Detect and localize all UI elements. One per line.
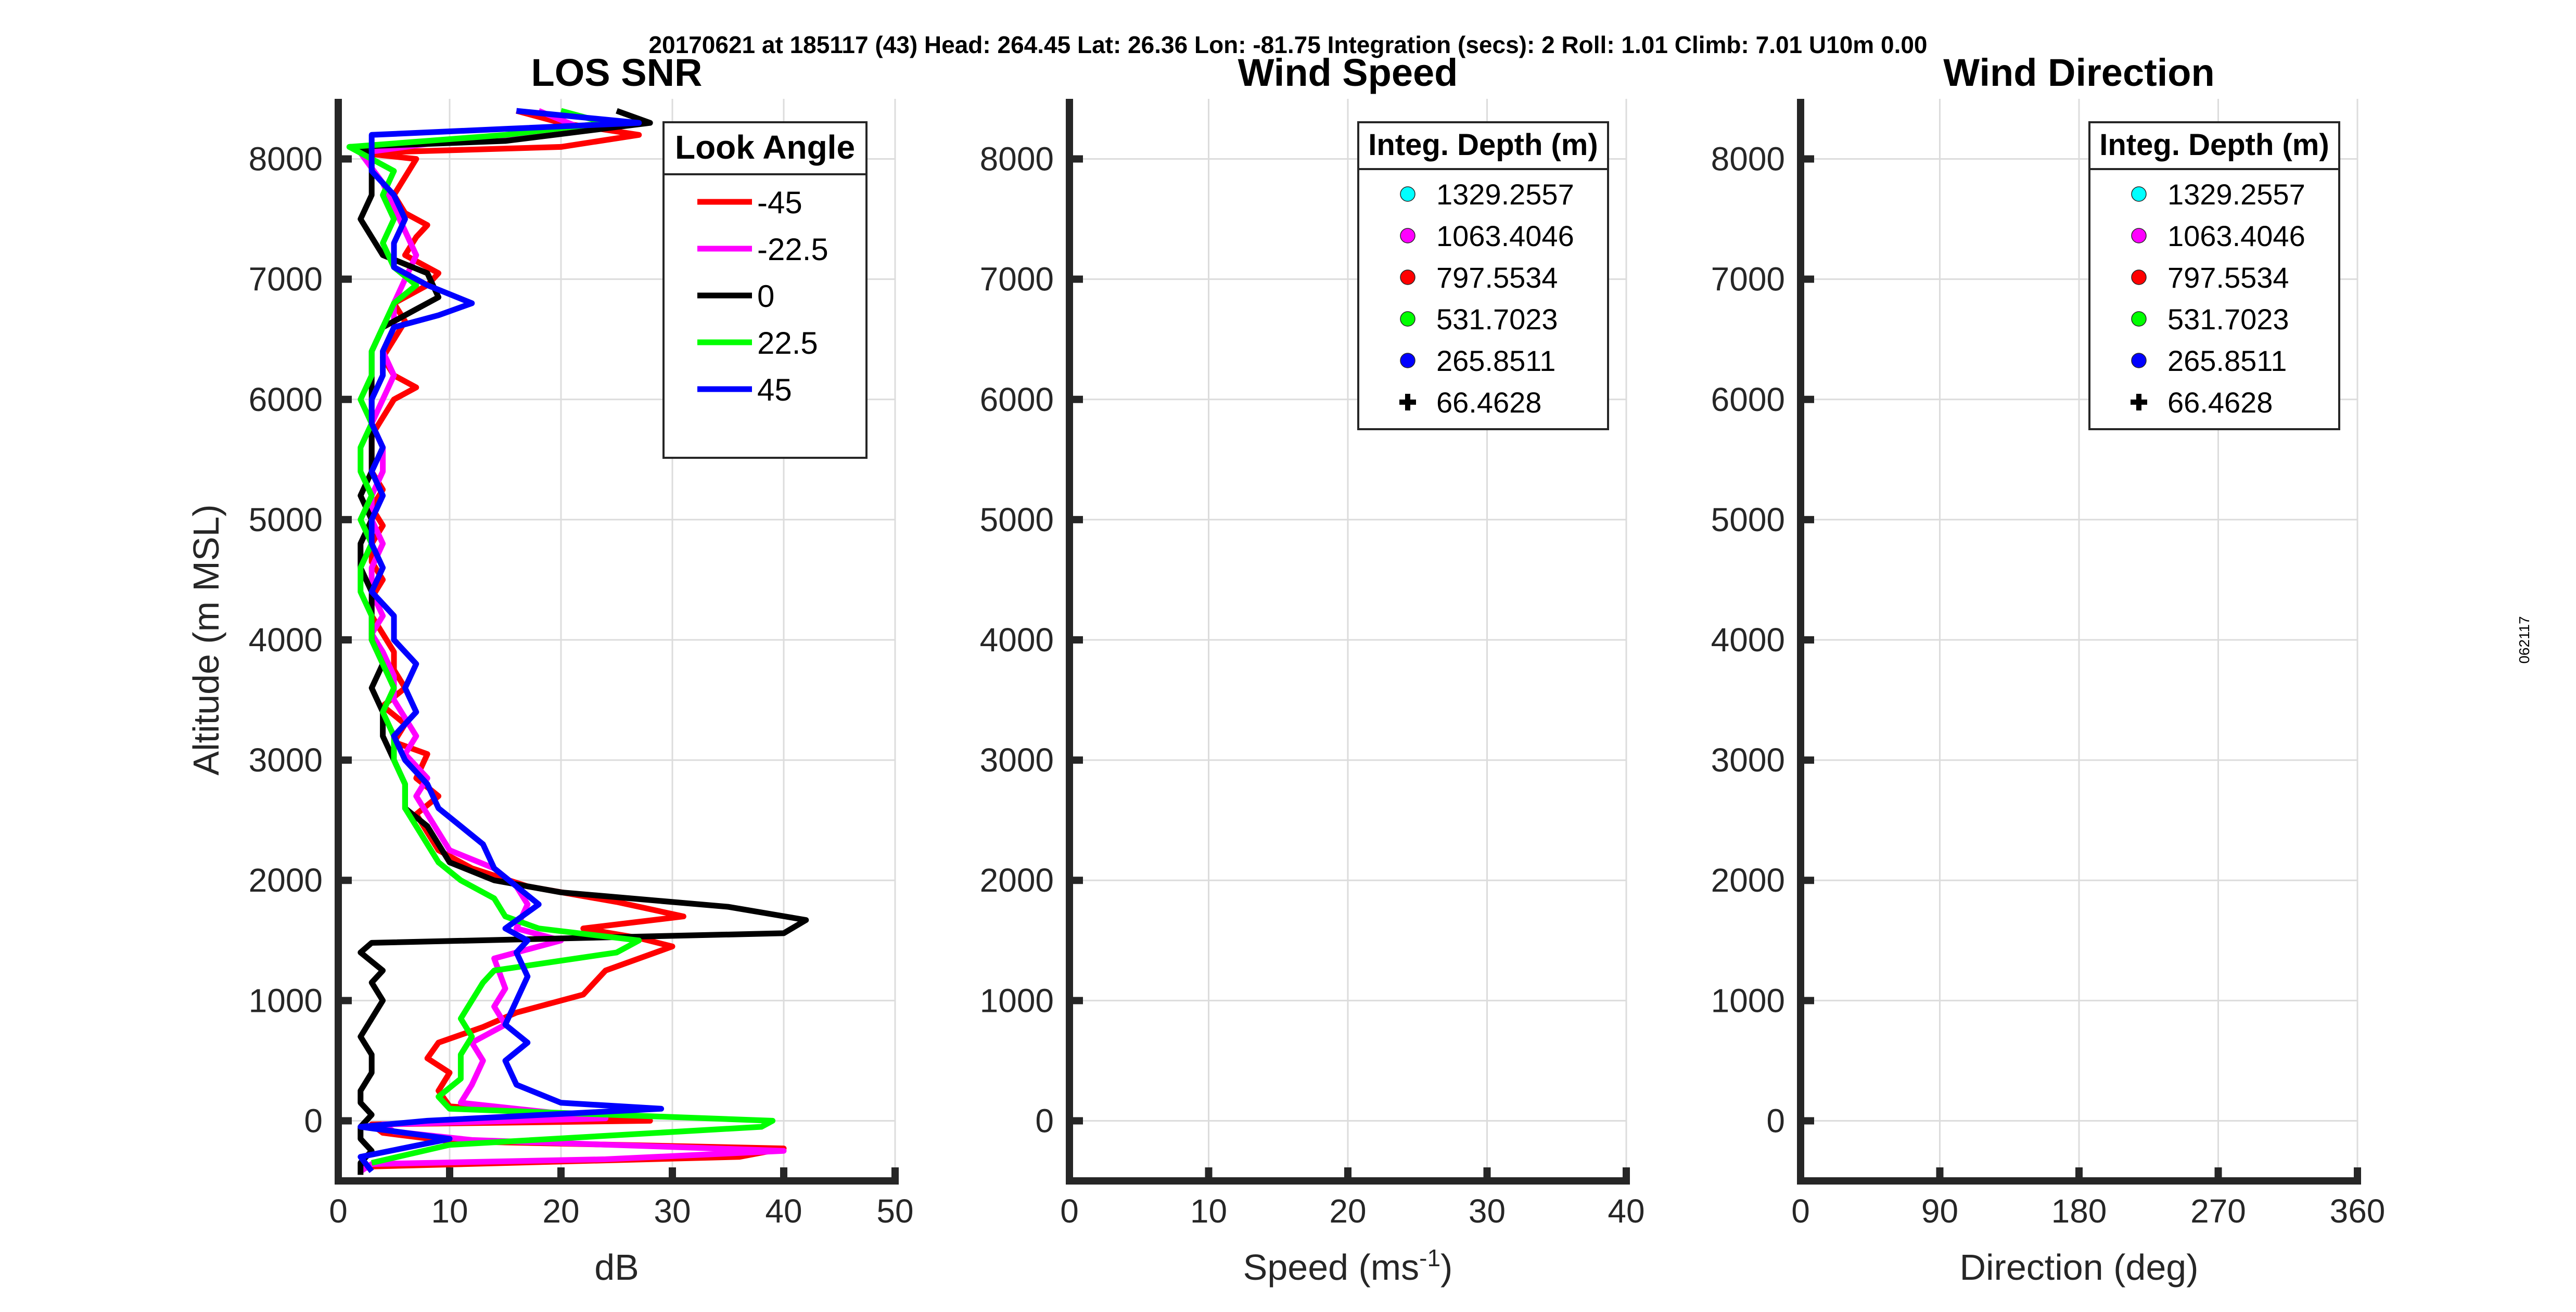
panel-0: 0 10 20 30 40 50 0 1000 2000 3000 4000 5000 6000 7000… xyxy=(186,51,914,1288)
legend-title: Integ. Depth (m) xyxy=(1368,128,1598,162)
legend-title: Look Angle xyxy=(675,128,855,166)
x-tick-label: 40 xyxy=(765,1192,802,1230)
y-axis-label: Altitude (m MSL) xyxy=(186,504,226,775)
series-line-45 xyxy=(358,108,665,1173)
panel-title: Wind Speed xyxy=(1238,51,1458,94)
legend-title: Integ. Depth (m) xyxy=(2099,128,2329,162)
x-tick-label: 20 xyxy=(1329,1192,1366,1230)
x-axis-label-superscript: -1 xyxy=(1419,1244,1440,1271)
y-tick-label: 3000 xyxy=(980,741,1054,779)
legend-entry-label: 1329.2557 xyxy=(1436,178,1574,211)
legend-box xyxy=(662,121,868,459)
legend-entry-label: 797.5534 xyxy=(1436,261,1558,294)
x-tick-label: 10 xyxy=(1190,1192,1227,1230)
legend-marker-1063.4046 xyxy=(2131,228,2147,243)
x-tick-label: 40 xyxy=(1608,1192,1644,1230)
y-tick-label: 2000 xyxy=(980,861,1054,899)
legend-entry-label: 66.4628 xyxy=(2167,386,2273,419)
legend-entry-label: 45 xyxy=(757,372,792,407)
x-tick-label: 30 xyxy=(1469,1192,1506,1230)
x-axis-label: Speed (ms-1) xyxy=(1243,1244,1453,1288)
legend-entry-label: 265.8511 xyxy=(1436,344,1555,377)
legend-entry-label: -45 xyxy=(757,185,802,220)
y-tick-label: 4000 xyxy=(249,621,323,659)
legend-entry-label: 1063.4046 xyxy=(1436,220,1574,252)
y-tick-label: 0 xyxy=(1766,1102,1785,1139)
legend-entry-label: 531.7023 xyxy=(1436,303,1558,336)
legend-entry-label: 1329.2557 xyxy=(2167,178,2305,211)
y-tick-label: 8000 xyxy=(1711,140,1785,178)
legend-entry-label: 265.8511 xyxy=(2167,344,2287,377)
y-tick-label: 8000 xyxy=(249,140,323,178)
legend-entry-label: 0 xyxy=(757,279,774,314)
series-group xyxy=(346,108,809,1175)
series-line--45 xyxy=(358,108,787,1172)
legend: Look Angle -45 -22.5 0 22.5 45 xyxy=(662,121,868,459)
y-tick-label: 7000 xyxy=(249,261,323,298)
legend: Integ. Depth (m) 1329.2557 1063.4046 797.55… xyxy=(1357,121,1609,430)
legend-box xyxy=(2088,121,2340,430)
y-tick-label: 1000 xyxy=(1711,982,1785,1019)
legend: Integ. Depth (m) 1329.2557 1063.4046 797.55… xyxy=(2088,121,2340,430)
y-tick-label: 1000 xyxy=(249,982,323,1019)
legend-marker-265.8511 xyxy=(2131,353,2147,368)
legend-entry-label: -22.5 xyxy=(757,232,828,267)
y-tick-label: 4000 xyxy=(1711,621,1785,659)
y-tick-label: 0 xyxy=(1035,1102,1054,1139)
x-tick-label: 20 xyxy=(542,1192,579,1230)
x-tick-label: 50 xyxy=(876,1192,913,1230)
x-tick-label: 90 xyxy=(1921,1192,1958,1230)
y-tick-label: 2000 xyxy=(1711,861,1785,899)
legend-entry-label: 66.4628 xyxy=(1436,386,1541,419)
x-axis-label: dB xyxy=(594,1247,639,1288)
legend-marker-1063.4046 xyxy=(1400,228,1415,243)
y-tick-label: 0 xyxy=(304,1102,323,1139)
panel-title: LOS SNR xyxy=(531,51,703,94)
panel-1: 0 10 20 30 40 0 1000 2000 3000 4000 5000 6000 7000 80… xyxy=(980,51,1645,1288)
y-tick-label: 3000 xyxy=(1711,741,1785,779)
legend-entry-label: 22.5 xyxy=(757,326,818,361)
panel-title: Wind Direction xyxy=(1943,51,2214,94)
x-tick-label: 30 xyxy=(654,1192,691,1230)
legend-marker-797.5534 xyxy=(2131,269,2147,285)
legend-entry-label: 1063.4046 xyxy=(2167,220,2305,252)
panels: 0 10 20 30 40 5001000200030004000500060007000… xyxy=(186,51,2385,1288)
legend-marker-1329.2557 xyxy=(2131,186,2147,202)
legend-marker-531.7023 xyxy=(1400,311,1415,327)
legend-marker-797.5534 xyxy=(1400,269,1415,285)
legend-marker-265.8511 xyxy=(1400,353,1415,368)
x-tick-label: 180 xyxy=(2051,1192,2107,1230)
legend-entry-label: 797.5534 xyxy=(2167,261,2289,294)
x-tick-label: 0 xyxy=(1060,1192,1079,1230)
x-tick-label: 270 xyxy=(2190,1192,2246,1230)
y-tick-label: 2000 xyxy=(249,861,323,899)
x-tick-label: 0 xyxy=(329,1192,348,1230)
y-tick-label: 6000 xyxy=(1711,381,1785,418)
y-tick-label: 1000 xyxy=(980,982,1054,1019)
y-tick-label: 7000 xyxy=(980,261,1054,298)
legend-marker-1329.2557 xyxy=(1400,186,1415,202)
y-tick-label: 8000 xyxy=(980,140,1054,178)
legend-marker-531.7023 xyxy=(2131,311,2147,327)
y-tick-label: 6000 xyxy=(249,381,323,418)
x-tick-label: 360 xyxy=(2330,1192,2386,1230)
x-tick-label: 0 xyxy=(1791,1192,1810,1230)
series-line-22.5 xyxy=(346,108,776,1166)
y-tick-label: 5000 xyxy=(1711,501,1785,538)
y-tick-label: 7000 xyxy=(1711,261,1785,298)
y-tick-label: 6000 xyxy=(980,381,1054,418)
legend-entry-label: 531.7023 xyxy=(2167,303,2289,336)
panel-2: 0 90 180 270 360 0 1000 2000 3000 4000 5000 6000 700… xyxy=(1711,51,2386,1288)
figure-suptitle: 20170621 at 185117 (43) Head: 264.45 Lat… xyxy=(648,31,1927,58)
y-tick-label: 4000 xyxy=(980,621,1054,659)
y-tick-label: 5000 xyxy=(980,501,1054,538)
y-tick-label: 3000 xyxy=(249,741,323,779)
x-axis-label: Direction (deg) xyxy=(1959,1247,2198,1288)
side-label: 062117 xyxy=(2516,616,2532,663)
x-tick-label: 10 xyxy=(431,1192,468,1230)
y-tick-label: 5000 xyxy=(249,501,323,538)
legend-box xyxy=(1357,121,1609,430)
